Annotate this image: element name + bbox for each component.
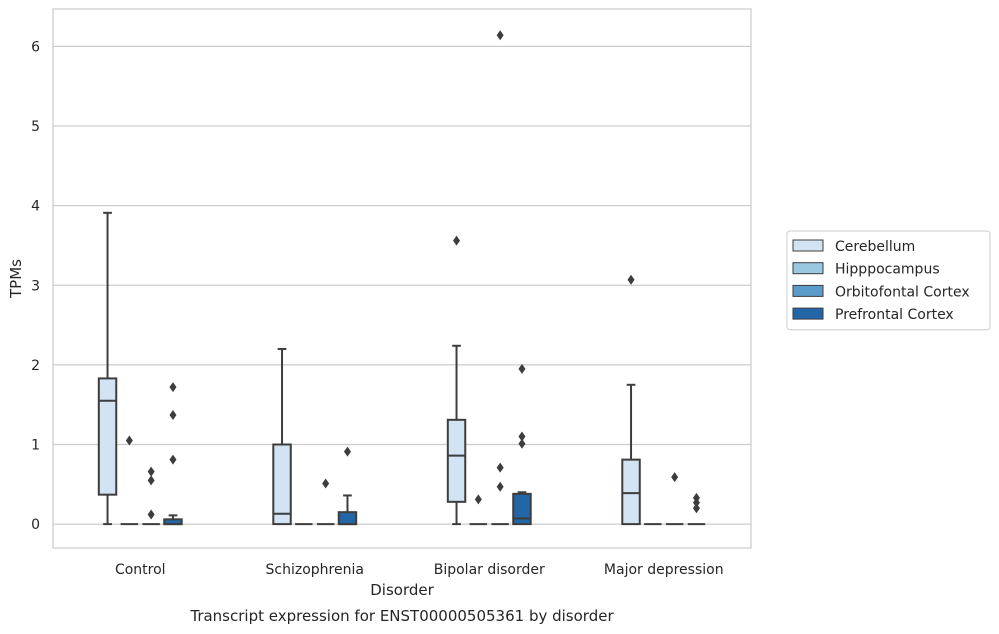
- legend-item: Hipppocampus: [792, 262, 940, 278]
- legend-item: Prefrontal Cortex: [792, 307, 954, 323]
- plot-frame: [52, 8, 752, 549]
- outlier-point: [453, 235, 461, 246]
- legend-label: Prefrontal Cortex: [835, 307, 954, 323]
- box-group: [469, 494, 488, 526]
- y-tick-label: 2: [31, 358, 40, 374]
- legend-swatch: [792, 307, 824, 320]
- legend-swatch: [792, 262, 824, 275]
- x-axis-label: Disorder: [370, 581, 434, 599]
- outlier-point: [692, 492, 700, 503]
- box-iqr: [512, 492, 532, 526]
- legend-swatch: [792, 284, 824, 297]
- x-tick-label: Schizophrenia: [266, 562, 364, 578]
- y-tick-labels: 0 1 2 3 4 5 6: [31, 39, 40, 533]
- chart-caption: Transcript expression for ENST0000050536…: [189, 607, 614, 625]
- outlier-point: [496, 481, 504, 492]
- outlier-point: [343, 446, 351, 457]
- legend-label: Orbitofontal Cortex: [835, 284, 970, 300]
- legend-item: Cerebellum: [792, 239, 915, 255]
- box-group: [687, 492, 706, 526]
- outlier-point: [518, 431, 526, 442]
- outlier-point: [322, 478, 330, 489]
- outlier-point: [169, 382, 177, 393]
- box-iqr: [446, 418, 467, 503]
- y-tick-label: 4: [31, 199, 40, 215]
- box-group: [97, 211, 118, 526]
- y-tick-label: 6: [31, 39, 40, 55]
- box-group: [163, 382, 183, 526]
- legend-swatch: [792, 239, 824, 252]
- legend-item: Orbitofontal Cortex: [792, 284, 970, 300]
- y-axis-label: TPMs: [7, 259, 25, 299]
- outlier-point: [627, 274, 635, 285]
- box-group: [272, 347, 292, 526]
- outlier-point: [147, 466, 155, 477]
- box-iqr: [272, 443, 292, 526]
- outlier-point: [496, 462, 504, 473]
- outlier-point: [169, 454, 177, 465]
- box-iqr: [337, 511, 358, 526]
- y-tick-label: 5: [31, 119, 40, 135]
- y-tick-label: 1: [31, 437, 40, 453]
- box-elements: [97, 30, 706, 526]
- legend-label: Cerebellum: [835, 239, 915, 255]
- legend-frame: [786, 230, 991, 331]
- grid-lines: [53, 45, 751, 525]
- legend: Cerebellum Hipppocampus Orbitofontal Corte…: [786, 230, 991, 331]
- box-group: [491, 30, 509, 526]
- box-group: [665, 472, 684, 526]
- outlier-point: [518, 438, 526, 449]
- box-group: [316, 478, 335, 526]
- box-group: [120, 435, 139, 526]
- y-tick-label: 3: [31, 278, 40, 294]
- x-tick-label: Control: [115, 562, 166, 578]
- outlier-point: [147, 509, 155, 520]
- box-group: [446, 235, 467, 526]
- box-group: [512, 363, 532, 526]
- x-tick-labels: Control Schizophrenia Bipolar disorder Majo…: [115, 562, 724, 578]
- outlier-point: [147, 475, 155, 486]
- outlier-point: [125, 435, 133, 446]
- outlier-point: [169, 410, 177, 421]
- outlier-point: [496, 30, 504, 41]
- y-tick-label: 0: [31, 517, 40, 533]
- box-group: [142, 466, 160, 526]
- box-group: [621, 274, 641, 526]
- outlier-point: [671, 472, 679, 483]
- legend-label: Hipppocampus: [835, 262, 940, 278]
- x-tick-label: Bipolar disorder: [434, 562, 545, 578]
- box-group: [337, 446, 358, 526]
- x-tick-label: Major depression: [604, 562, 724, 578]
- box-iqr: [621, 458, 641, 526]
- outlier-point: [692, 503, 700, 514]
- outlier-point: [518, 363, 526, 374]
- box-iqr: [97, 377, 118, 496]
- outlier-point: [474, 494, 482, 505]
